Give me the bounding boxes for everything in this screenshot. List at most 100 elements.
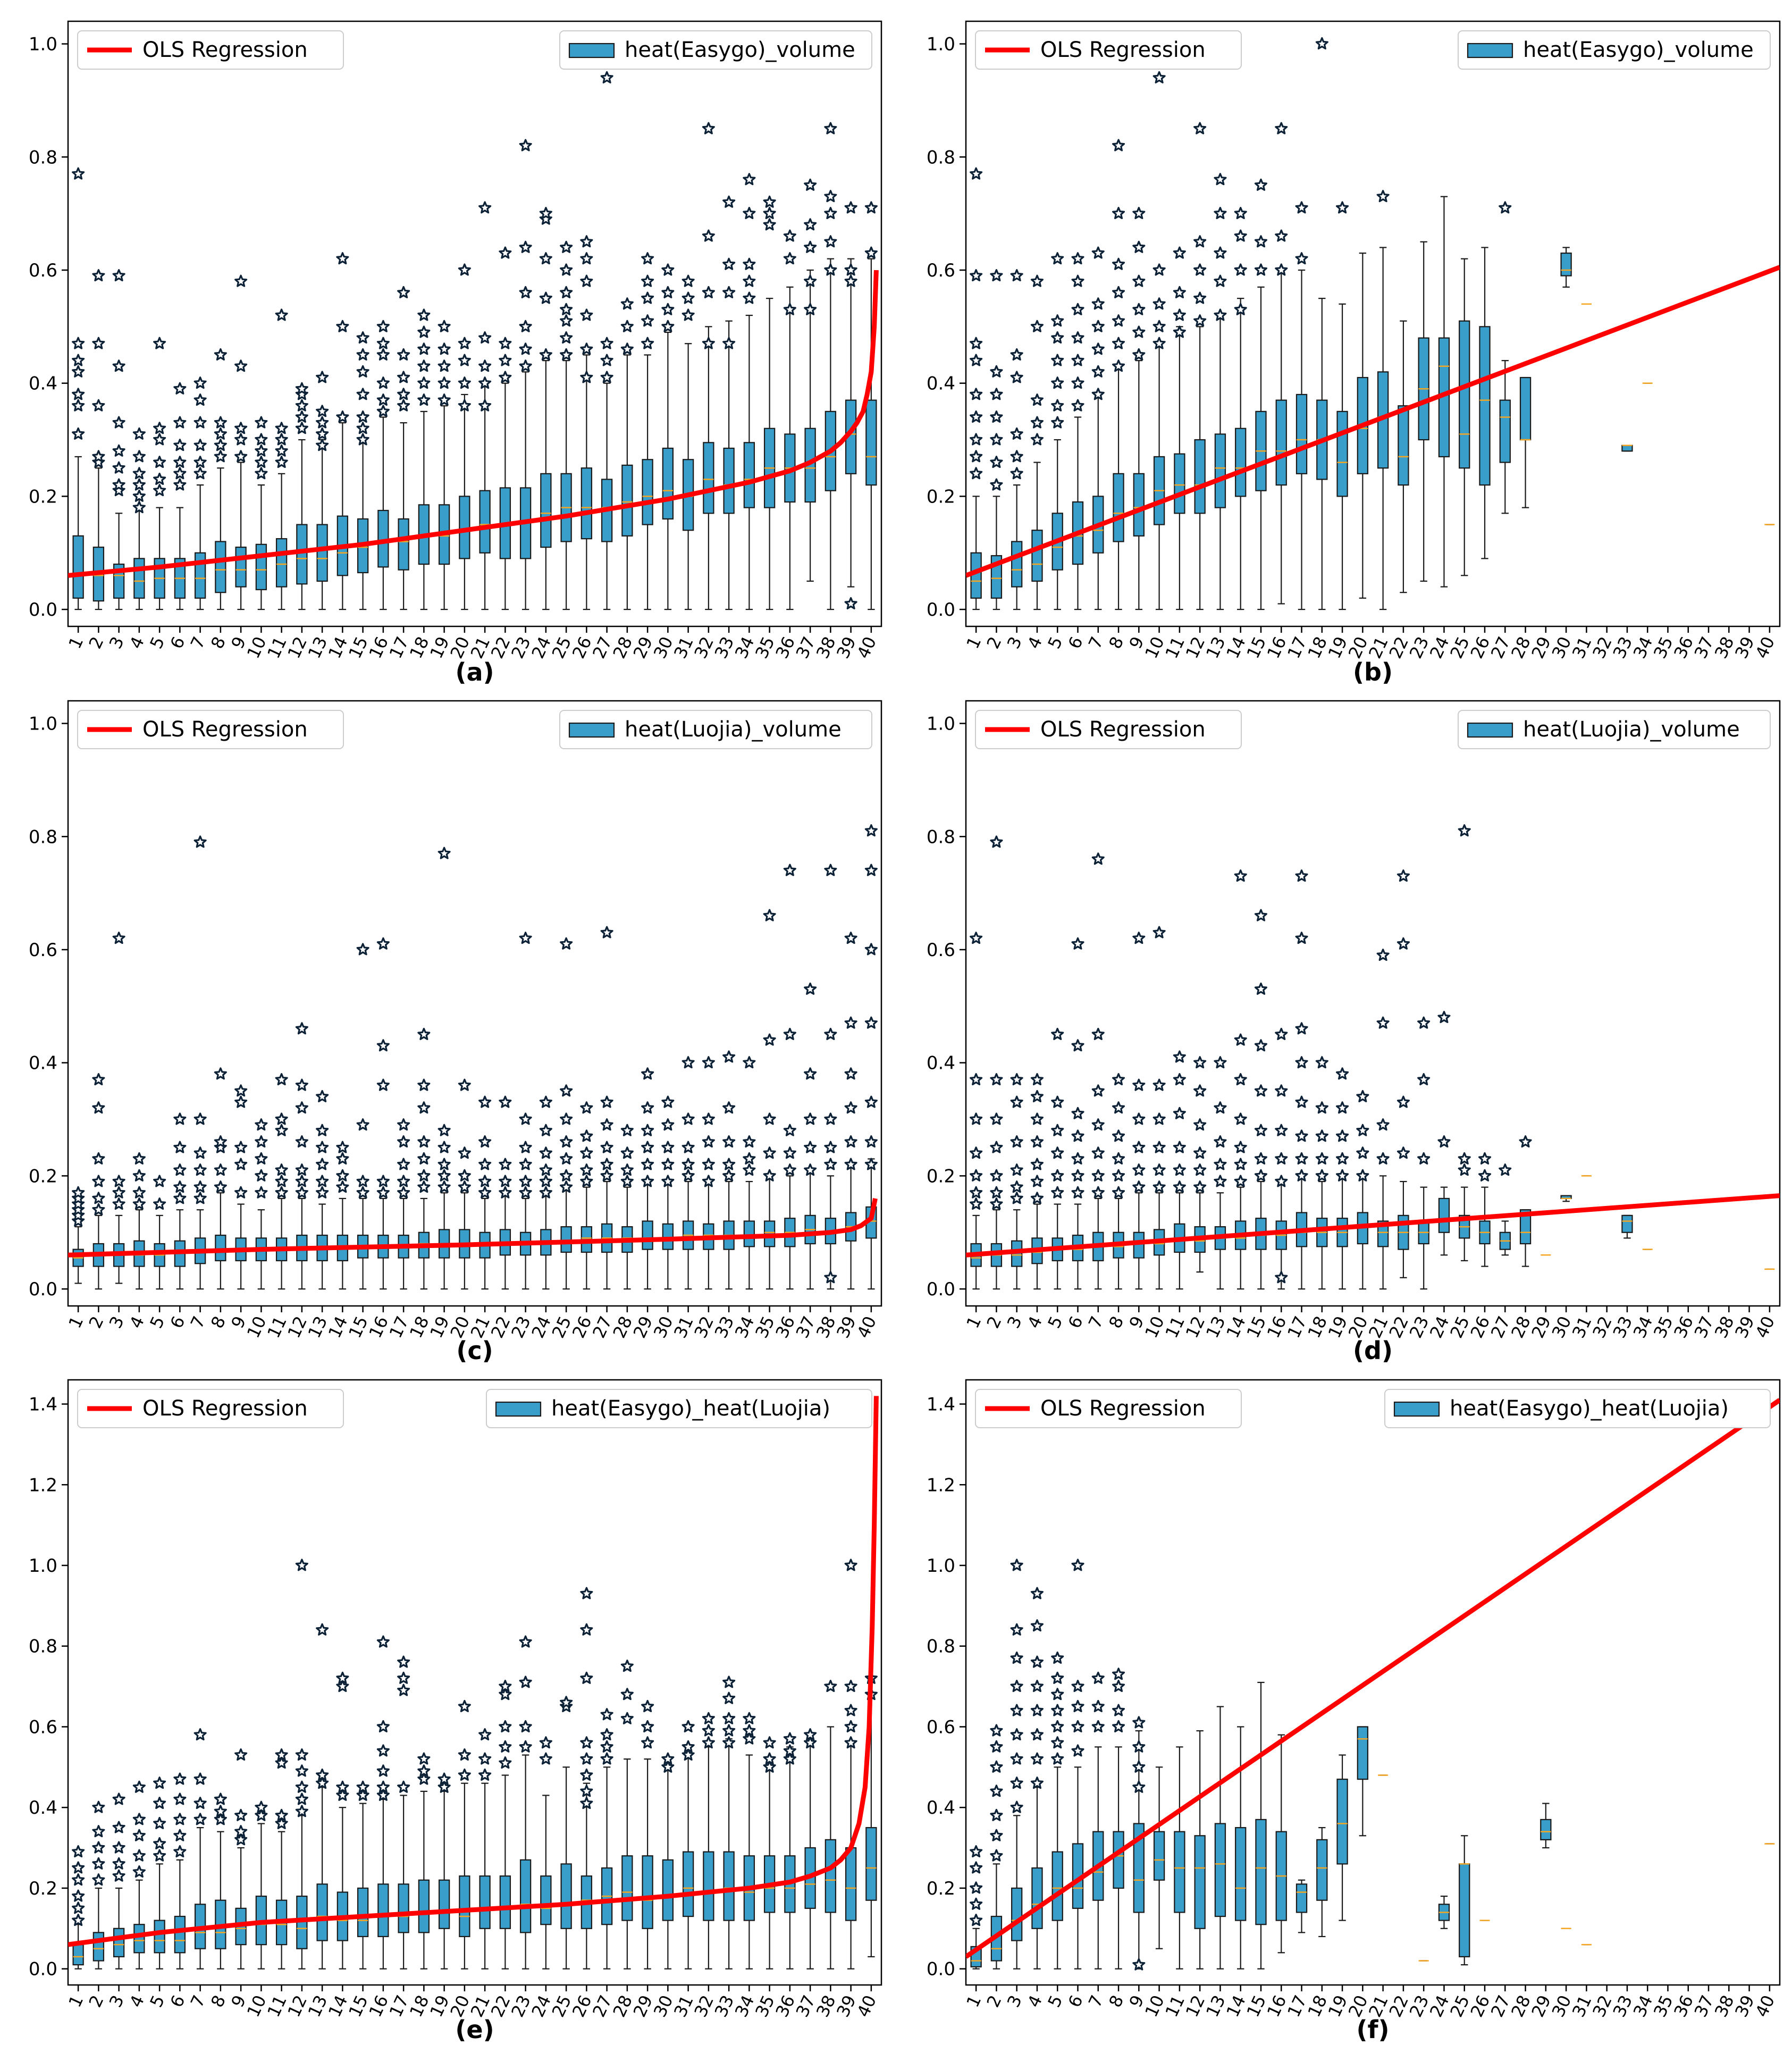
outlier-star bbox=[336, 1788, 349, 1801]
x-tick-label: 7 bbox=[187, 1992, 209, 2010]
outlier-star bbox=[173, 456, 187, 468]
outlier-star bbox=[1112, 1169, 1125, 1182]
outlier-star bbox=[316, 1768, 329, 1781]
box-iqr bbox=[1255, 1819, 1267, 1925]
outlier-star bbox=[519, 240, 532, 253]
box-6 bbox=[1072, 1766, 1084, 1970]
y-tick-label: 0.6 bbox=[29, 260, 57, 281]
box-38 bbox=[825, 258, 837, 610]
box-iqr bbox=[1133, 1823, 1145, 1913]
x-tick-label: 40 bbox=[1751, 1992, 1779, 2020]
outlier-star bbox=[499, 354, 512, 366]
outlier-star bbox=[824, 1158, 837, 1170]
outlier-star bbox=[255, 1800, 268, 1813]
outlier-star bbox=[214, 1141, 227, 1153]
outlier-star bbox=[1336, 1129, 1349, 1142]
outlier-star bbox=[1295, 869, 1308, 882]
y-tick-label: 0.8 bbox=[29, 147, 57, 168]
box-24 bbox=[1438, 1895, 1450, 1929]
box-29 bbox=[642, 354, 653, 610]
y-tick-label: 0.4 bbox=[29, 1053, 57, 1074]
outlier-star bbox=[990, 1197, 1003, 1210]
legend-frame bbox=[975, 710, 1242, 749]
outlier-star bbox=[458, 1768, 471, 1781]
outlier-star bbox=[970, 1197, 983, 1210]
outlier-star bbox=[560, 1169, 573, 1182]
outlier-star bbox=[804, 1728, 817, 1741]
outlier-star bbox=[478, 201, 492, 214]
box-23 bbox=[1418, 241, 1429, 582]
box-25 bbox=[1459, 258, 1470, 576]
x-tick-label: 2 bbox=[983, 1313, 1006, 1331]
outlier-star bbox=[153, 472, 166, 485]
outlier-star bbox=[600, 371, 613, 383]
outlier-star bbox=[804, 178, 817, 191]
outlier-star bbox=[295, 1780, 308, 1793]
outlier-star bbox=[458, 376, 471, 389]
outlier-star bbox=[153, 433, 166, 446]
box-14 bbox=[336, 422, 349, 610]
outlier-star bbox=[600, 1708, 613, 1721]
x-tick-label: 5 bbox=[1044, 1313, 1066, 1331]
box-14 bbox=[336, 1807, 349, 1970]
outlier-star bbox=[214, 1805, 227, 1817]
outlier-star bbox=[295, 1101, 308, 1114]
outlier-star bbox=[844, 263, 857, 276]
outlier-star bbox=[620, 320, 634, 332]
outlier-star bbox=[255, 1186, 268, 1199]
panel-e: 0.00.20.40.60.81.01.21.41234567891011121… bbox=[29, 1379, 882, 2044]
outlier-star bbox=[336, 1780, 349, 1793]
outlier-star bbox=[316, 405, 329, 417]
outlier-star bbox=[580, 371, 593, 383]
x-tick-label: 8 bbox=[207, 1313, 230, 1331]
y-tick-label: 0.6 bbox=[927, 260, 955, 281]
outlier-star bbox=[682, 1141, 695, 1153]
outlier-star bbox=[1071, 354, 1084, 366]
outlier-star bbox=[1336, 1152, 1349, 1164]
box-11 bbox=[275, 1831, 288, 1970]
outlier-star bbox=[1030, 1655, 1044, 1668]
outlier-star bbox=[397, 1671, 410, 1684]
x-tick-label: 40 bbox=[1751, 1313, 1779, 1341]
outlier-star bbox=[1193, 122, 1207, 135]
panel-f: 0.00.20.40.60.81.01.21.41234567891011121… bbox=[927, 1379, 1781, 2044]
outlier-star bbox=[1214, 207, 1227, 220]
outlier-star bbox=[132, 1186, 146, 1199]
outlier-star bbox=[458, 1169, 471, 1182]
box-4 bbox=[133, 496, 145, 610]
outlier-star bbox=[580, 1736, 593, 1749]
outlier-star bbox=[1091, 246, 1105, 259]
outlier-star bbox=[92, 337, 105, 349]
outlier-star bbox=[214, 416, 227, 429]
outlier-star bbox=[661, 1760, 675, 1773]
outlier-star bbox=[580, 1768, 593, 1781]
outlier-star bbox=[92, 456, 105, 468]
y-tick-label: 0.6 bbox=[29, 940, 57, 961]
outlier-star bbox=[336, 1671, 349, 1684]
outlier-star bbox=[72, 1214, 85, 1227]
outlier-star bbox=[356, 388, 369, 400]
outlier-star bbox=[458, 337, 471, 349]
outlier-star bbox=[1152, 926, 1166, 939]
outlier-star bbox=[620, 1688, 634, 1700]
outlier-star bbox=[438, 1141, 451, 1153]
box-23 bbox=[1418, 1186, 1429, 1290]
outlier-star bbox=[1356, 1124, 1369, 1136]
outlier-star bbox=[295, 1792, 308, 1805]
outlier-star bbox=[539, 1736, 552, 1749]
box-8 bbox=[1113, 1197, 1124, 1290]
outlier-star bbox=[112, 1175, 125, 1187]
outlier-star bbox=[112, 1792, 125, 1805]
box-40 bbox=[865, 258, 877, 610]
outlier-star bbox=[234, 422, 248, 434]
x-tick-label: 6 bbox=[166, 1992, 189, 2010]
box-iqr bbox=[1377, 1220, 1389, 1247]
outlier-star bbox=[153, 1849, 166, 1862]
box-22 bbox=[499, 1192, 511, 1290]
box-8 bbox=[215, 467, 226, 610]
outlier-star bbox=[580, 1671, 593, 1684]
outlier-star bbox=[1112, 139, 1125, 152]
box-28 bbox=[1519, 376, 1532, 508]
outlier-star bbox=[295, 1078, 308, 1091]
outlier-star bbox=[1376, 1118, 1390, 1131]
